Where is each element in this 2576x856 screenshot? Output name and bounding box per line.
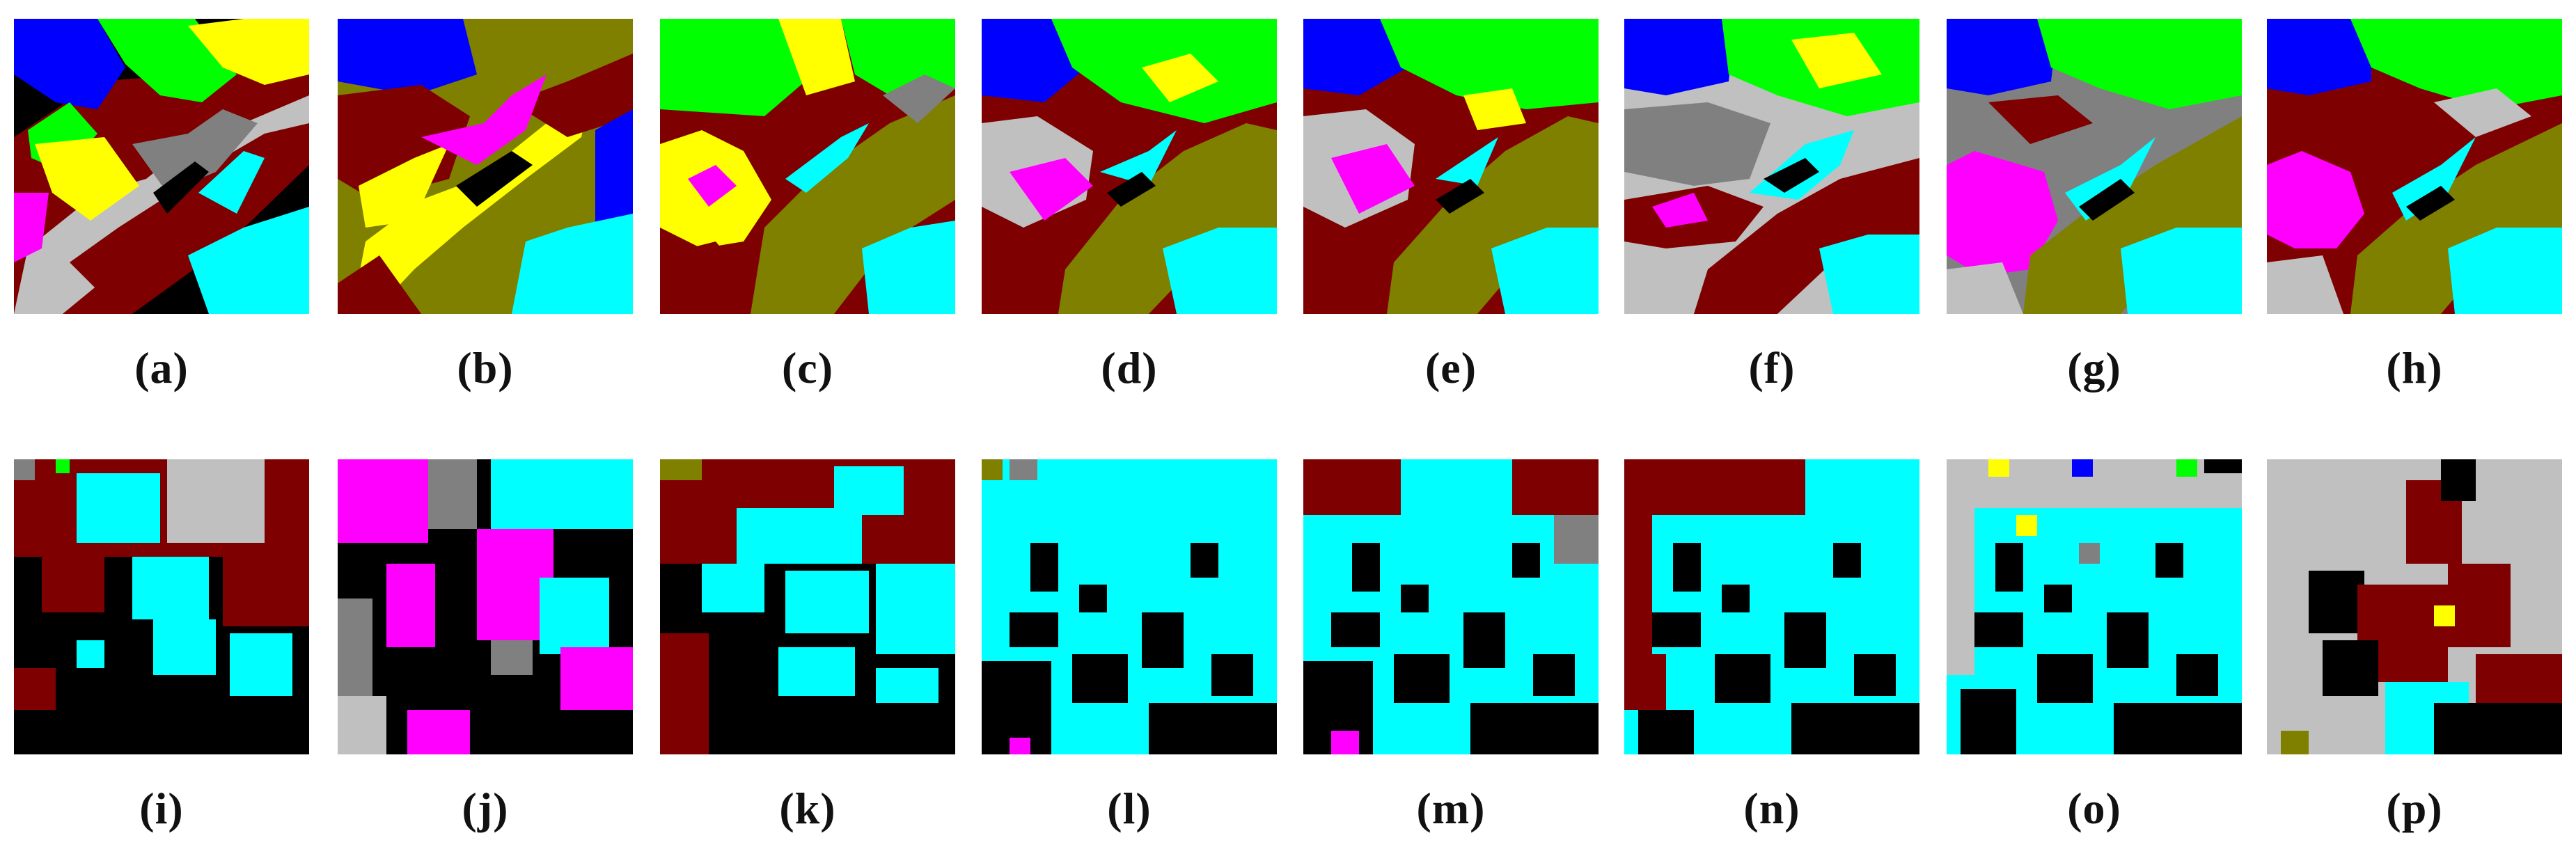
classification-map-i (14, 459, 309, 754)
map-m-svg (1303, 459, 1599, 754)
caption-c: (c) (781, 343, 834, 393)
caption-h: (h) (2386, 343, 2443, 393)
classification-map-c (660, 19, 955, 314)
caption-n: (n) (1743, 784, 1800, 833)
classification-map-k (660, 459, 955, 754)
caption-f: (f) (1748, 343, 1796, 393)
caption-j: (j) (462, 784, 509, 833)
caption-i: (i) (139, 784, 184, 833)
caption-e: (e) (1424, 343, 1477, 393)
map-k-svg (660, 459, 955, 754)
map-j-svg (338, 459, 633, 754)
caption-m: (m) (1416, 784, 1486, 833)
caption-d: (d) (1101, 343, 1158, 393)
map-l-svg (982, 459, 1277, 754)
classification-map-e (1303, 19, 1599, 314)
classification-map-a (14, 19, 309, 314)
classification-map-f (1624, 19, 1919, 314)
map-n-svg (1624, 459, 1919, 754)
caption-a: (a) (134, 343, 189, 393)
caption-o: (o) (2067, 784, 2121, 833)
classification-map-l (982, 459, 1277, 754)
classification-map-d (982, 19, 1277, 314)
map-g-svg (1947, 19, 2242, 314)
classification-map-h (2267, 19, 2562, 314)
map-f-svg (1624, 19, 1919, 314)
map-b-svg (338, 19, 633, 314)
map-h-svg (2267, 19, 2562, 314)
classification-map-n (1624, 459, 1919, 754)
classification-map-p (2267, 459, 2562, 754)
map-i-svg (14, 459, 309, 754)
caption-b: (b) (457, 343, 514, 393)
classification-map-g (1947, 19, 2242, 314)
caption-g: (g) (2067, 343, 2121, 393)
map-a-svg (14, 19, 309, 314)
caption-p: (p) (2386, 784, 2443, 833)
classification-map-m (1303, 459, 1599, 754)
map-e-svg (1303, 19, 1599, 314)
classification-map-b (338, 19, 633, 314)
map-p-svg (2267, 459, 2562, 754)
classification-map-o (1947, 459, 2242, 754)
classification-map-j (338, 459, 633, 754)
caption-k: (k) (779, 784, 836, 833)
caption-l: (l) (1107, 784, 1152, 833)
map-c-svg (660, 19, 955, 314)
map-d-svg (982, 19, 1277, 314)
map-o-svg (1947, 459, 2242, 754)
